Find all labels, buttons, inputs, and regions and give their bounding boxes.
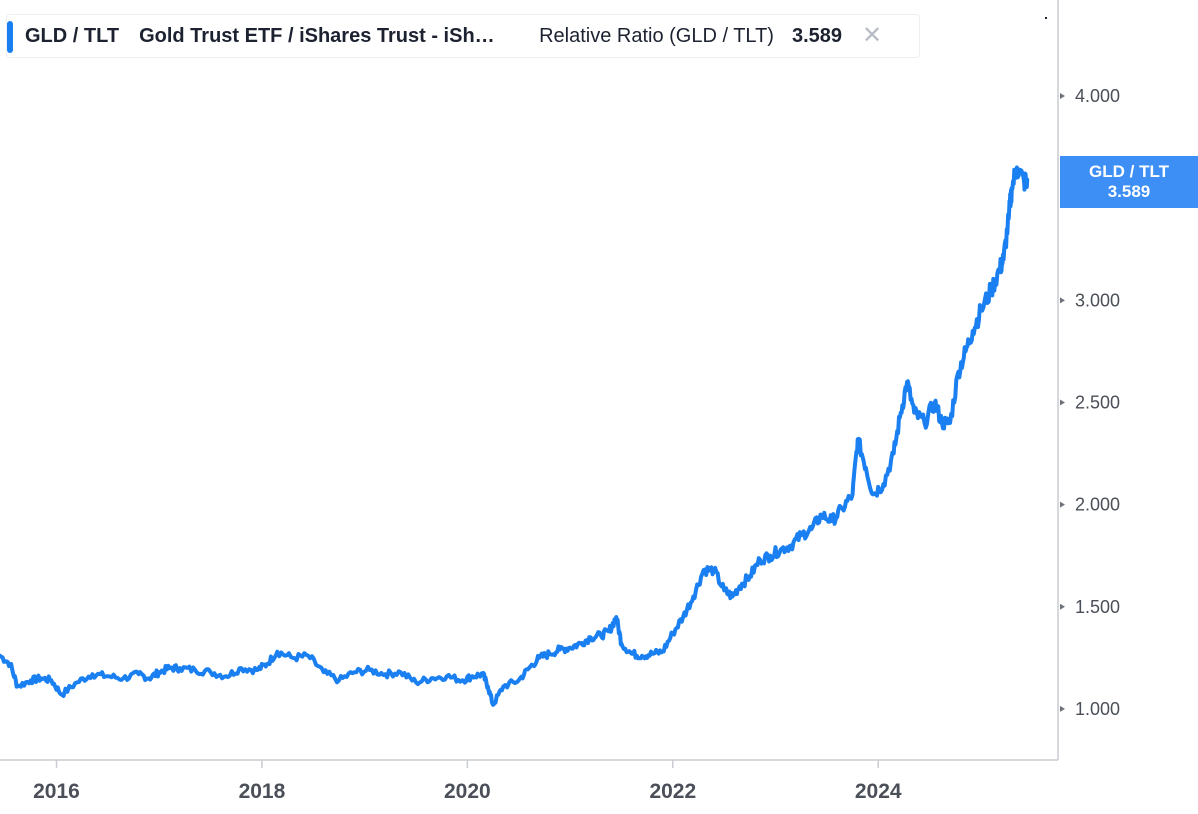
y-tick-label: 1.500 <box>1075 597 1120 617</box>
price-tag-value: 3.589 <box>1107 182 1151 201</box>
y-tick-label: 4.000 <box>1075 86 1120 106</box>
y-tick-mark <box>1060 501 1065 508</box>
legend-ratio-label: Relative Ratio (GLD / TLT) <box>539 24 774 47</box>
legend-symbol: GLD / TLT <box>25 24 120 47</box>
last-price-tag: GLD / TLT 3.589 <box>1060 156 1198 208</box>
x-tick-label: 2022 <box>649 780 696 803</box>
legend-security-name: Gold Trust ETF / iShares Trust - iSh… <box>139 24 495 47</box>
y-tick-mark <box>1060 603 1065 610</box>
y-tick-mark <box>1060 297 1065 304</box>
y-tick-mark <box>1060 93 1065 100</box>
y-tick-mark <box>1060 399 1065 406</box>
x-tick-label: 2016 <box>33 780 80 803</box>
x-axis-ticks: 2016 2018 2020 2022 2024 <box>33 760 902 803</box>
series-group <box>0 165 1030 707</box>
legend-value: 3.589 <box>791 24 843 47</box>
axes <box>0 0 1059 761</box>
y-tick-label: 1.000 <box>1075 699 1120 719</box>
series-legend[interactable]: GLD / TLT Gold Trust ETF / iShares Trust… <box>6 14 920 58</box>
y-tick-mark <box>1060 705 1065 712</box>
x-tick-label: 2018 <box>239 780 286 803</box>
x-tick-label: 2024 <box>855 780 902 803</box>
y-tick-label: 3.000 <box>1075 290 1120 310</box>
y-axis-ticks: 1.000 1.500 2.000 2.500 3.000 4.000 <box>1060 86 1120 719</box>
y-tick-label: 2.500 <box>1075 392 1120 412</box>
price-tag-symbol: GLD / TLT <box>1089 162 1169 181</box>
y-tick-label: 2.000 <box>1075 495 1120 515</box>
close-icon[interactable]: ✕ <box>862 22 883 49</box>
series-color-stripe <box>7 21 13 53</box>
x-tick-label: 2020 <box>444 780 491 803</box>
corner-dot <box>1045 17 1047 19</box>
series-line-gld-tlt <box>0 165 1030 707</box>
